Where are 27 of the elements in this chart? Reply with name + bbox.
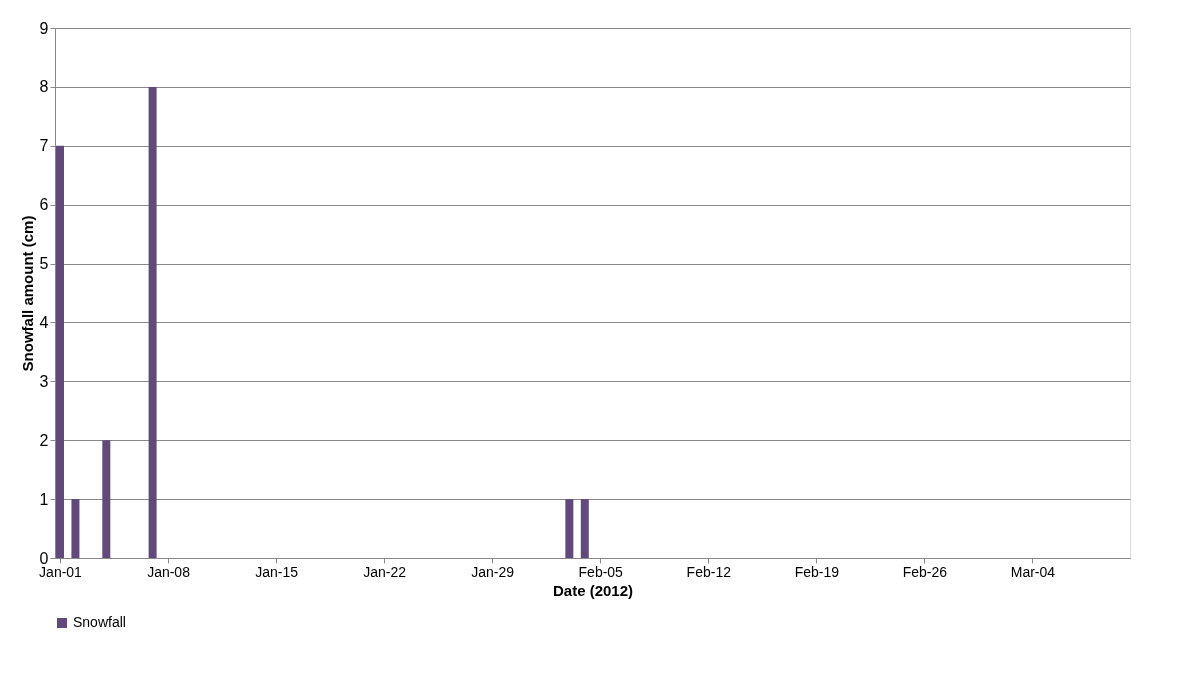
- bar: [102, 440, 111, 558]
- x-tick-label: Feb-19: [794, 563, 840, 580]
- x-tick-label: Feb-12: [686, 563, 732, 580]
- x-tick-label: Feb-05: [578, 563, 624, 580]
- bar: [580, 499, 589, 558]
- y-tick-label: 1: [39, 490, 49, 508]
- x-axis-title: Date (2012): [552, 581, 634, 599]
- y-tick-label: 9: [39, 19, 49, 37]
- x-tick-label: Jan-08: [147, 563, 191, 580]
- bar: [148, 86, 157, 558]
- x-tick-label: Feb-26: [902, 563, 948, 580]
- y-tick-label: 7: [39, 137, 49, 155]
- y-tick-label: 2: [39, 431, 49, 449]
- x-tick-label: Jan-15: [255, 563, 299, 580]
- bar: [565, 499, 574, 558]
- x-tick-label: Jan-22: [363, 563, 407, 580]
- bar: [56, 145, 64, 558]
- y-tick-label: 6: [39, 196, 49, 214]
- y-tick-label: 5: [39, 255, 49, 273]
- y-axis-title: Snowfall amount (cm): [18, 215, 36, 372]
- x-tick-label: Jan-29: [471, 563, 515, 580]
- y-tick-label: 3: [39, 372, 49, 390]
- bar: [71, 499, 80, 558]
- y-tick-label: 8: [39, 78, 49, 96]
- y-tick-label: 4: [39, 313, 49, 331]
- legend-label: Snowfall: [73, 614, 126, 630]
- x-tick-label: Mar-04: [1010, 563, 1056, 580]
